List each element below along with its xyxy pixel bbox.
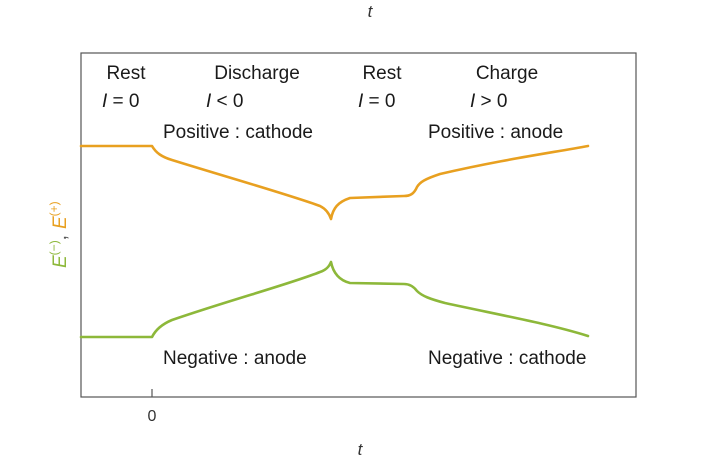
current-discharge: I < 0 xyxy=(206,91,244,112)
svg-text:E(−),E(+): E(−),E(+) xyxy=(47,201,71,268)
y-axis-label: E(−),E(+) xyxy=(47,201,71,268)
label-discharge-negative: Negative : anode xyxy=(163,348,307,369)
positive-electrode-potential-curve xyxy=(79,144,590,221)
bottom-axis-label: t xyxy=(358,440,364,459)
label-charge-positive: Positive : anode xyxy=(428,122,563,143)
current-charge: I > 0 xyxy=(470,91,508,112)
x-tick-label-zero: 0 xyxy=(148,408,157,425)
plot-frame xyxy=(80,52,637,398)
negative-electrode-potential-curve xyxy=(79,260,590,339)
phase-label-discharge: Discharge xyxy=(214,63,300,84)
label-discharge-positive: Positive : cathode xyxy=(163,122,313,143)
phase-label-rest-1: Rest xyxy=(106,63,146,84)
y-label-negative-potential: E xyxy=(50,255,71,268)
phase-label-rest-2: Rest xyxy=(362,63,402,84)
label-charge-negative: Negative : cathode xyxy=(428,348,586,369)
y-label-negative-sup: (−) xyxy=(47,240,61,255)
current-rest-1: I = 0 xyxy=(102,91,140,112)
y-label-positive-sup: (+) xyxy=(47,201,61,216)
top-axis-label: t xyxy=(368,2,374,21)
phase-label-charge: Charge xyxy=(476,63,538,84)
current-rest-2: I = 0 xyxy=(358,91,396,112)
y-label-separator: , xyxy=(50,235,71,240)
y-label-positive-potential: E xyxy=(50,216,71,229)
